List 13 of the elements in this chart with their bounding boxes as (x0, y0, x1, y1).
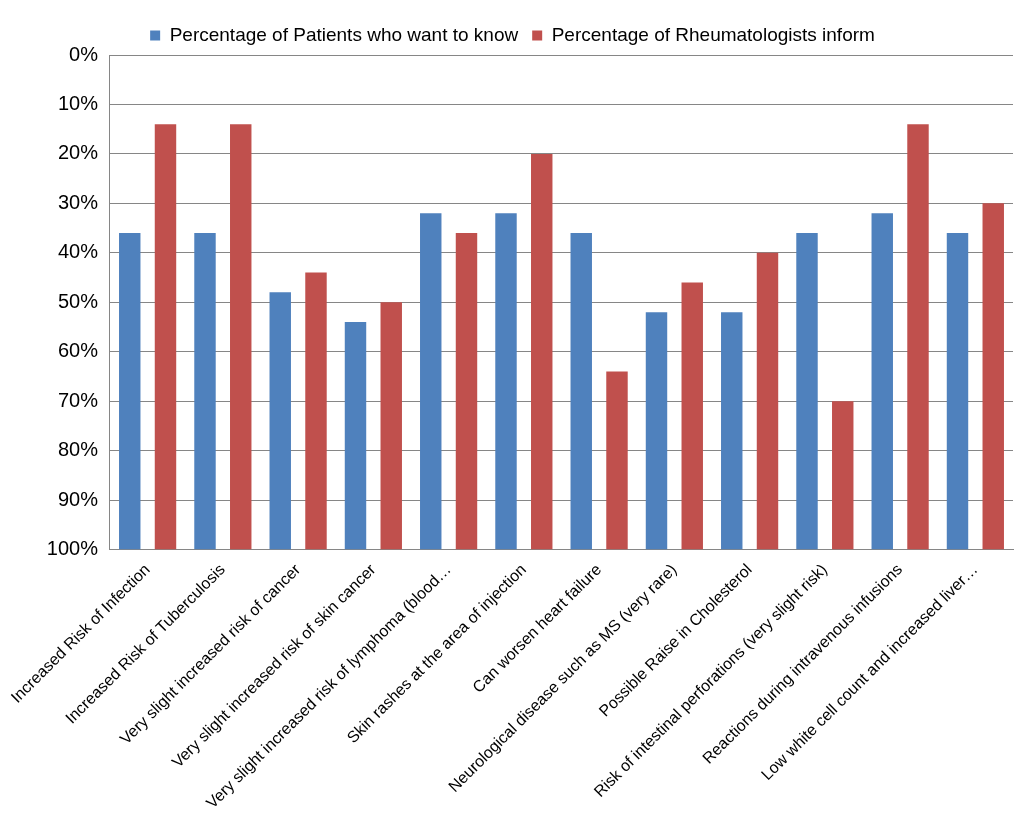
y-tick-label: 80% (57, 438, 99, 461)
legend-label: Percentage of Patients who want to know (169, 23, 519, 45)
y-tick-label: 100% (46, 536, 99, 559)
y-tick-label: 70% (57, 388, 99, 411)
y-tick-label: 20% (57, 141, 99, 164)
y-tick-label: 10% (57, 91, 99, 114)
y-tick-label: 0% (69, 42, 99, 65)
y-tick-label: 60% (57, 339, 99, 362)
y-tick-label: 30% (57, 190, 99, 213)
y-tick-label: 90% (57, 487, 99, 510)
legend-label: Percentage of Rheumatologists inform (551, 23, 875, 45)
y-tick-label: 50% (57, 289, 99, 312)
y-tick-label: 40% (57, 240, 99, 263)
